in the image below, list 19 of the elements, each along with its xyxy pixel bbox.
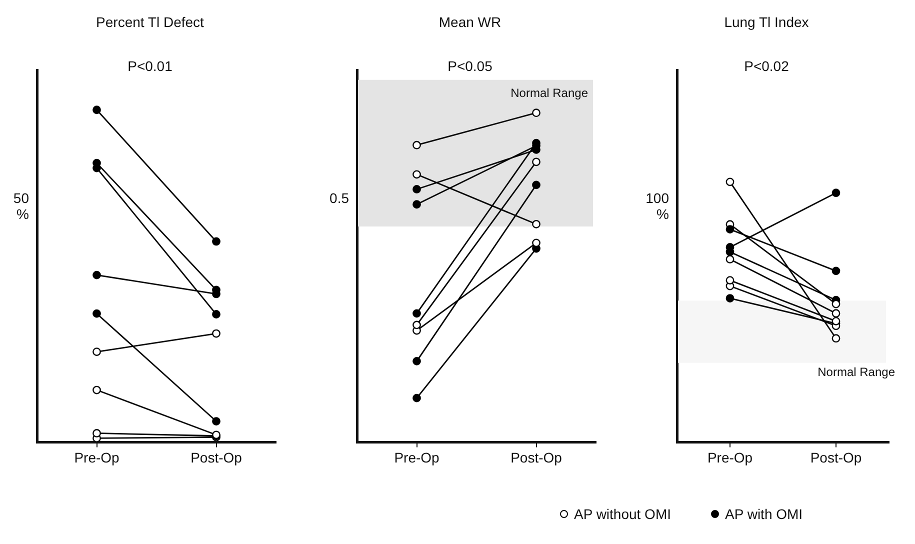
chart-subtitle: P<0.01	[126, 58, 174, 74]
text: 100 %	[646, 190, 669, 222]
x-tick-label: Pre-Op	[707, 449, 753, 466]
x-tick-label: Post-Op	[510, 449, 562, 466]
chart-title: Percent Tl Defect	[95, 14, 205, 30]
x-tick-label: Pre-Op	[74, 449, 120, 466]
chart-subtitle: P<0.02	[743, 58, 790, 74]
chart-title: Mean WR	[438, 14, 502, 30]
x-tick-label: Post-Op	[190, 449, 242, 466]
legend-label: AP with OMI	[725, 506, 803, 522]
band-label: Normal Range	[510, 86, 588, 100]
x-tick-label: Pre-Op	[394, 449, 440, 466]
band-label: Normal Range	[818, 365, 896, 380]
legend-label: AP without OMI	[574, 506, 672, 522]
text: 0.5	[330, 190, 349, 206]
chart-subtitle: P<0.05	[446, 58, 494, 74]
chart-title: Lung Tl Index	[723, 14, 810, 30]
x-tick-label: Post-Op	[810, 449, 862, 466]
text: 50 %	[13, 190, 29, 222]
